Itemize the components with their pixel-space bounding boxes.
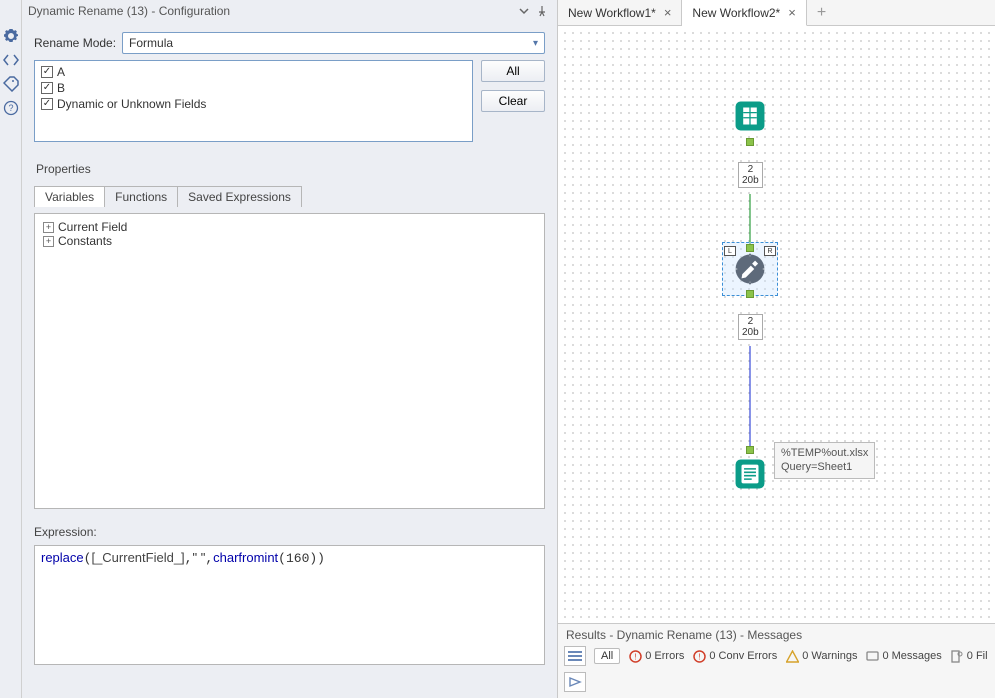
- tree-label: Current Field: [58, 220, 127, 234]
- record-count-badge: 220b: [738, 314, 763, 340]
- workflow-tab-strip: New Workflow1* × New Workflow2* × +: [558, 0, 995, 26]
- gear-icon[interactable]: [3, 28, 19, 44]
- rename-mode-value: Formula: [129, 36, 173, 50]
- file-icon: [950, 649, 964, 663]
- configuration-panel: Dynamic Rename (13) - Configuration Rena…: [22, 0, 557, 698]
- annotation-line: Query=Sheet1: [781, 460, 868, 474]
- svg-text:!: !: [698, 652, 700, 661]
- input-data-tool[interactable]: [730, 96, 770, 136]
- field-label: Dynamic or Unknown Fields: [57, 97, 206, 111]
- variables-tree[interactable]: + Current Field + Constants: [34, 213, 545, 509]
- rename-mode-label: Rename Mode:: [34, 36, 116, 50]
- annotation-line: %TEMP%out.xlsx: [781, 446, 868, 460]
- expression-label: Expression:: [34, 525, 545, 539]
- workflow-panel: New Workflow1* × New Workflow2* × + 220b…: [557, 0, 995, 698]
- close-icon[interactable]: ×: [664, 5, 672, 20]
- properties-label: Properties: [34, 162, 545, 176]
- svg-text:?: ?: [8, 103, 13, 113]
- tool-annotation: %TEMP%out.xlsx Query=Sheet1: [774, 442, 875, 479]
- checkbox-icon[interactable]: ✓: [41, 98, 53, 110]
- svg-text:!: !: [634, 652, 636, 661]
- help-icon[interactable]: ?: [3, 100, 19, 116]
- properties-tabs: Variables Functions Saved Expressions: [34, 186, 545, 207]
- checkbox-icon[interactable]: ✓: [41, 82, 53, 94]
- field-row[interactable]: ✓B: [41, 81, 466, 95]
- error-icon: !: [628, 649, 642, 663]
- expand-icon[interactable]: +: [43, 236, 54, 247]
- field-row[interactable]: ✓ Dynamic or Unknown Fields: [41, 97, 466, 111]
- tab-variables[interactable]: Variables: [34, 186, 105, 207]
- config-title-text: Dynamic Rename (13) - Configuration: [28, 4, 230, 18]
- pin-icon[interactable]: [533, 2, 551, 20]
- tag-icon[interactable]: [3, 76, 19, 92]
- add-tab-button[interactable]: +: [807, 0, 836, 25]
- tree-node[interactable]: + Current Field: [43, 220, 536, 234]
- results-title: Results - Dynamic Rename (13) - Messages: [558, 624, 995, 646]
- clear-button[interactable]: Clear: [481, 90, 545, 112]
- conv-error-icon: !: [692, 649, 706, 663]
- chevron-down-icon: ▾: [533, 38, 538, 49]
- dynamic-rename-tool[interactable]: [730, 249, 770, 289]
- output-anchor[interactable]: [746, 290, 754, 298]
- record-count-badge: 220b: [738, 162, 763, 188]
- field-row[interactable]: ✓A: [41, 65, 466, 79]
- all-button[interactable]: All: [481, 60, 545, 82]
- field-label: B: [57, 81, 65, 95]
- output-data-tool[interactable]: [730, 454, 770, 494]
- results-filter-all[interactable]: All: [594, 648, 620, 664]
- message-icon: [865, 649, 879, 663]
- close-icon[interactable]: ×: [788, 5, 796, 20]
- output-anchor[interactable]: [746, 138, 754, 146]
- checkbox-icon[interactable]: ✓: [41, 66, 53, 78]
- results-filter-conv-errors[interactable]: !0 Conv Errors: [692, 649, 777, 663]
- tab-label: New Workflow1*: [568, 6, 656, 20]
- workflow-tab[interactable]: New Workflow2* ×: [682, 0, 806, 26]
- results-filter-messages[interactable]: 0 Messages: [865, 649, 941, 663]
- config-titlebar: Dynamic Rename (13) - Configuration: [22, 0, 557, 22]
- workflow-canvas[interactable]: 220b L R 220b %TEMP%out.xlsx Query=Shee: [558, 26, 995, 623]
- tab-functions[interactable]: Functions: [104, 186, 178, 207]
- results-filter-files[interactable]: 0 Fil: [950, 649, 988, 663]
- rename-mode-select[interactable]: Formula ▾: [122, 32, 545, 54]
- expression-editor[interactable]: replace([_CurrentField_]," ",charfromint…: [34, 545, 545, 665]
- tree-label: Constants: [58, 234, 112, 248]
- results-filter-errors[interactable]: !0 Errors: [628, 649, 684, 663]
- expand-icon[interactable]: +: [43, 222, 54, 233]
- chevron-down-icon[interactable]: [515, 2, 533, 20]
- rename-mode-row: Rename Mode: Formula ▾: [34, 32, 545, 54]
- workflow-tab[interactable]: New Workflow1* ×: [558, 0, 682, 25]
- fields-checklist[interactable]: ✓A ✓B ✓Dynamic or Unknown Fields: [34, 60, 473, 142]
- left-icon-rail: ?: [0, 0, 22, 698]
- tab-label: New Workflow2*: [692, 6, 780, 20]
- results-run-icon[interactable]: [564, 672, 586, 692]
- tree-node[interactable]: + Constants: [43, 234, 536, 248]
- field-label: A: [57, 65, 65, 79]
- results-panel: Results - Dynamic Rename (13) - Messages…: [558, 623, 995, 698]
- input-anchor[interactable]: [746, 446, 754, 454]
- tab-saved-expressions[interactable]: Saved Expressions: [177, 186, 302, 207]
- xml-icon[interactable]: [3, 52, 19, 68]
- results-filter-warnings[interactable]: 0 Warnings: [785, 649, 857, 663]
- results-view-grid-icon[interactable]: [564, 646, 586, 666]
- warning-icon: [785, 649, 799, 663]
